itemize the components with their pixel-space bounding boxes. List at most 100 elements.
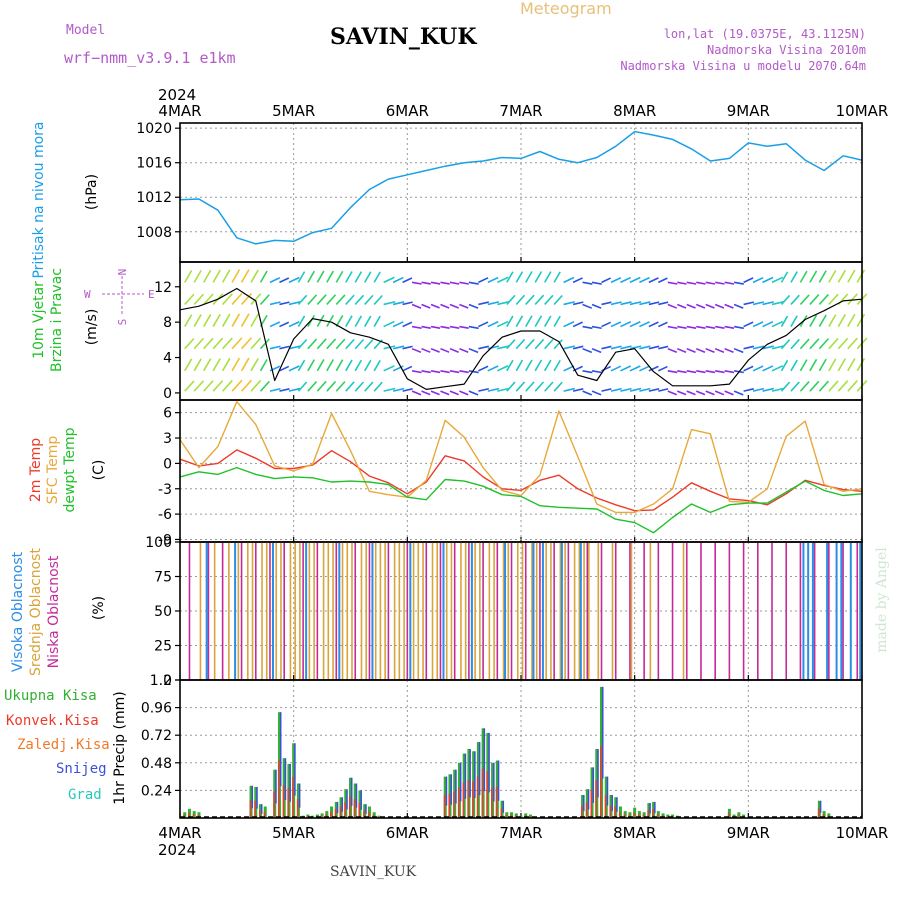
wind-arrow (676, 390, 687, 396)
wind-arrow (487, 321, 499, 328)
wind-arrow (743, 365, 754, 372)
wind-arrow (658, 301, 669, 306)
wind-arrow (259, 380, 270, 392)
wind-arrow (250, 379, 262, 392)
wind-arrow (705, 303, 715, 309)
wind-arrow (307, 359, 316, 372)
wind-arrow (620, 301, 632, 306)
wind-arrow (269, 387, 281, 392)
wind-arrow (345, 271, 353, 283)
wind-arrow (279, 388, 290, 392)
wind-arrow (335, 338, 346, 350)
unit-pressure: (hPa) (84, 174, 100, 210)
wind-arrow (658, 277, 668, 284)
wind-arrow (837, 380, 849, 392)
wind-arrow (402, 277, 413, 284)
snow-bar (502, 800, 505, 813)
wind-arrow (856, 269, 866, 283)
wind-arrow (620, 345, 632, 350)
wind-arrow (563, 301, 575, 306)
wind-arrow (240, 313, 250, 327)
wind-arrow (497, 301, 510, 306)
rain-conv-bar (353, 799, 356, 818)
wind-arrow (686, 325, 697, 329)
wind-arrow (762, 365, 774, 372)
rain-conv-bar (339, 806, 342, 818)
wind-arrow (231, 337, 243, 350)
wind-arrow (373, 381, 383, 392)
wind-arrow (648, 321, 659, 328)
pressure-ytick-label: 1016 (136, 156, 172, 172)
wind-arrow (525, 271, 533, 283)
wind-arrow (620, 276, 632, 284)
unit-temperature: (C) (91, 460, 107, 481)
wind-arrow (724, 303, 734, 309)
wind-arrow (553, 359, 561, 372)
wind-arrow (543, 359, 552, 372)
wind-arrow (610, 321, 622, 328)
wind-arrow (364, 339, 374, 350)
legend-wind: 10m Vjetar Brzina i Pravac (31, 268, 65, 372)
wind-arrow (515, 338, 526, 350)
wind-arrow (506, 339, 516, 350)
wind-arrow (648, 365, 659, 372)
wind-arrow (354, 338, 365, 350)
model-label: Model (66, 23, 105, 38)
wind-arrow (705, 370, 716, 374)
wind-arrow (818, 358, 827, 372)
wind-arrow (818, 338, 830, 350)
wind-arrow (696, 370, 706, 374)
rain-conv-bar (457, 787, 460, 818)
snow-bar (611, 795, 613, 812)
rain-conv-bar (633, 812, 635, 818)
wind-arrow (572, 301, 584, 306)
wind-arrow (648, 301, 660, 306)
wind-arrow (780, 381, 791, 392)
rain-conv-bar (462, 782, 465, 818)
wind-arrow (752, 301, 765, 306)
wind-arrow (686, 370, 697, 374)
rain-conv-bar (292, 776, 294, 818)
wind-arrow (582, 390, 593, 396)
wind-arrow (686, 303, 696, 309)
wind-arrow (610, 301, 622, 306)
wind-arrow (478, 321, 489, 328)
cloud-ytick-label: 50 (154, 604, 172, 620)
wind-arrow (279, 345, 290, 350)
bottom-date-axis: 4MAR 5MAR 6MAR 7MAR 8MAR 9MAR 10MAR (158, 824, 888, 842)
wind-arrow (297, 315, 306, 327)
wind-arrow (828, 314, 837, 327)
wind-arrow (752, 276, 764, 284)
wind-arrow (440, 370, 450, 374)
snow-bar (464, 753, 467, 799)
rain-conv-bar (467, 780, 469, 818)
wind-arrow (506, 381, 516, 392)
wind-arrow (686, 390, 696, 396)
precip-frame (179, 679, 863, 819)
wind-arrow (715, 325, 725, 330)
wind-arrow (799, 381, 810, 392)
wind-arrow (231, 292, 243, 305)
wind-arrow (658, 388, 669, 392)
wind-arrow (733, 390, 744, 396)
wind-arrow (345, 294, 355, 305)
legend-wind-line1: 10m Vjetar (31, 281, 47, 359)
rain-conv-bar (192, 814, 195, 818)
footer-station: SAVIN_KUK (330, 864, 417, 880)
wind-arrow (790, 359, 798, 372)
t2m-line (179, 449, 863, 512)
wind-arrow (459, 347, 469, 353)
wind-arrow (221, 313, 231, 327)
wind-arrow (582, 303, 593, 309)
wind-arrow (221, 357, 231, 372)
date-label-top: 10MAR (836, 102, 889, 120)
wind-arrow (506, 315, 514, 327)
wind-arrow (847, 337, 858, 350)
wind-arrow (780, 294, 791, 305)
wind-arrow (430, 303, 440, 309)
wind-arrow (326, 359, 335, 372)
wind-arrow (667, 370, 678, 374)
snow-bar (455, 769, 457, 804)
cloud-ytick-label: 25 (154, 639, 172, 655)
